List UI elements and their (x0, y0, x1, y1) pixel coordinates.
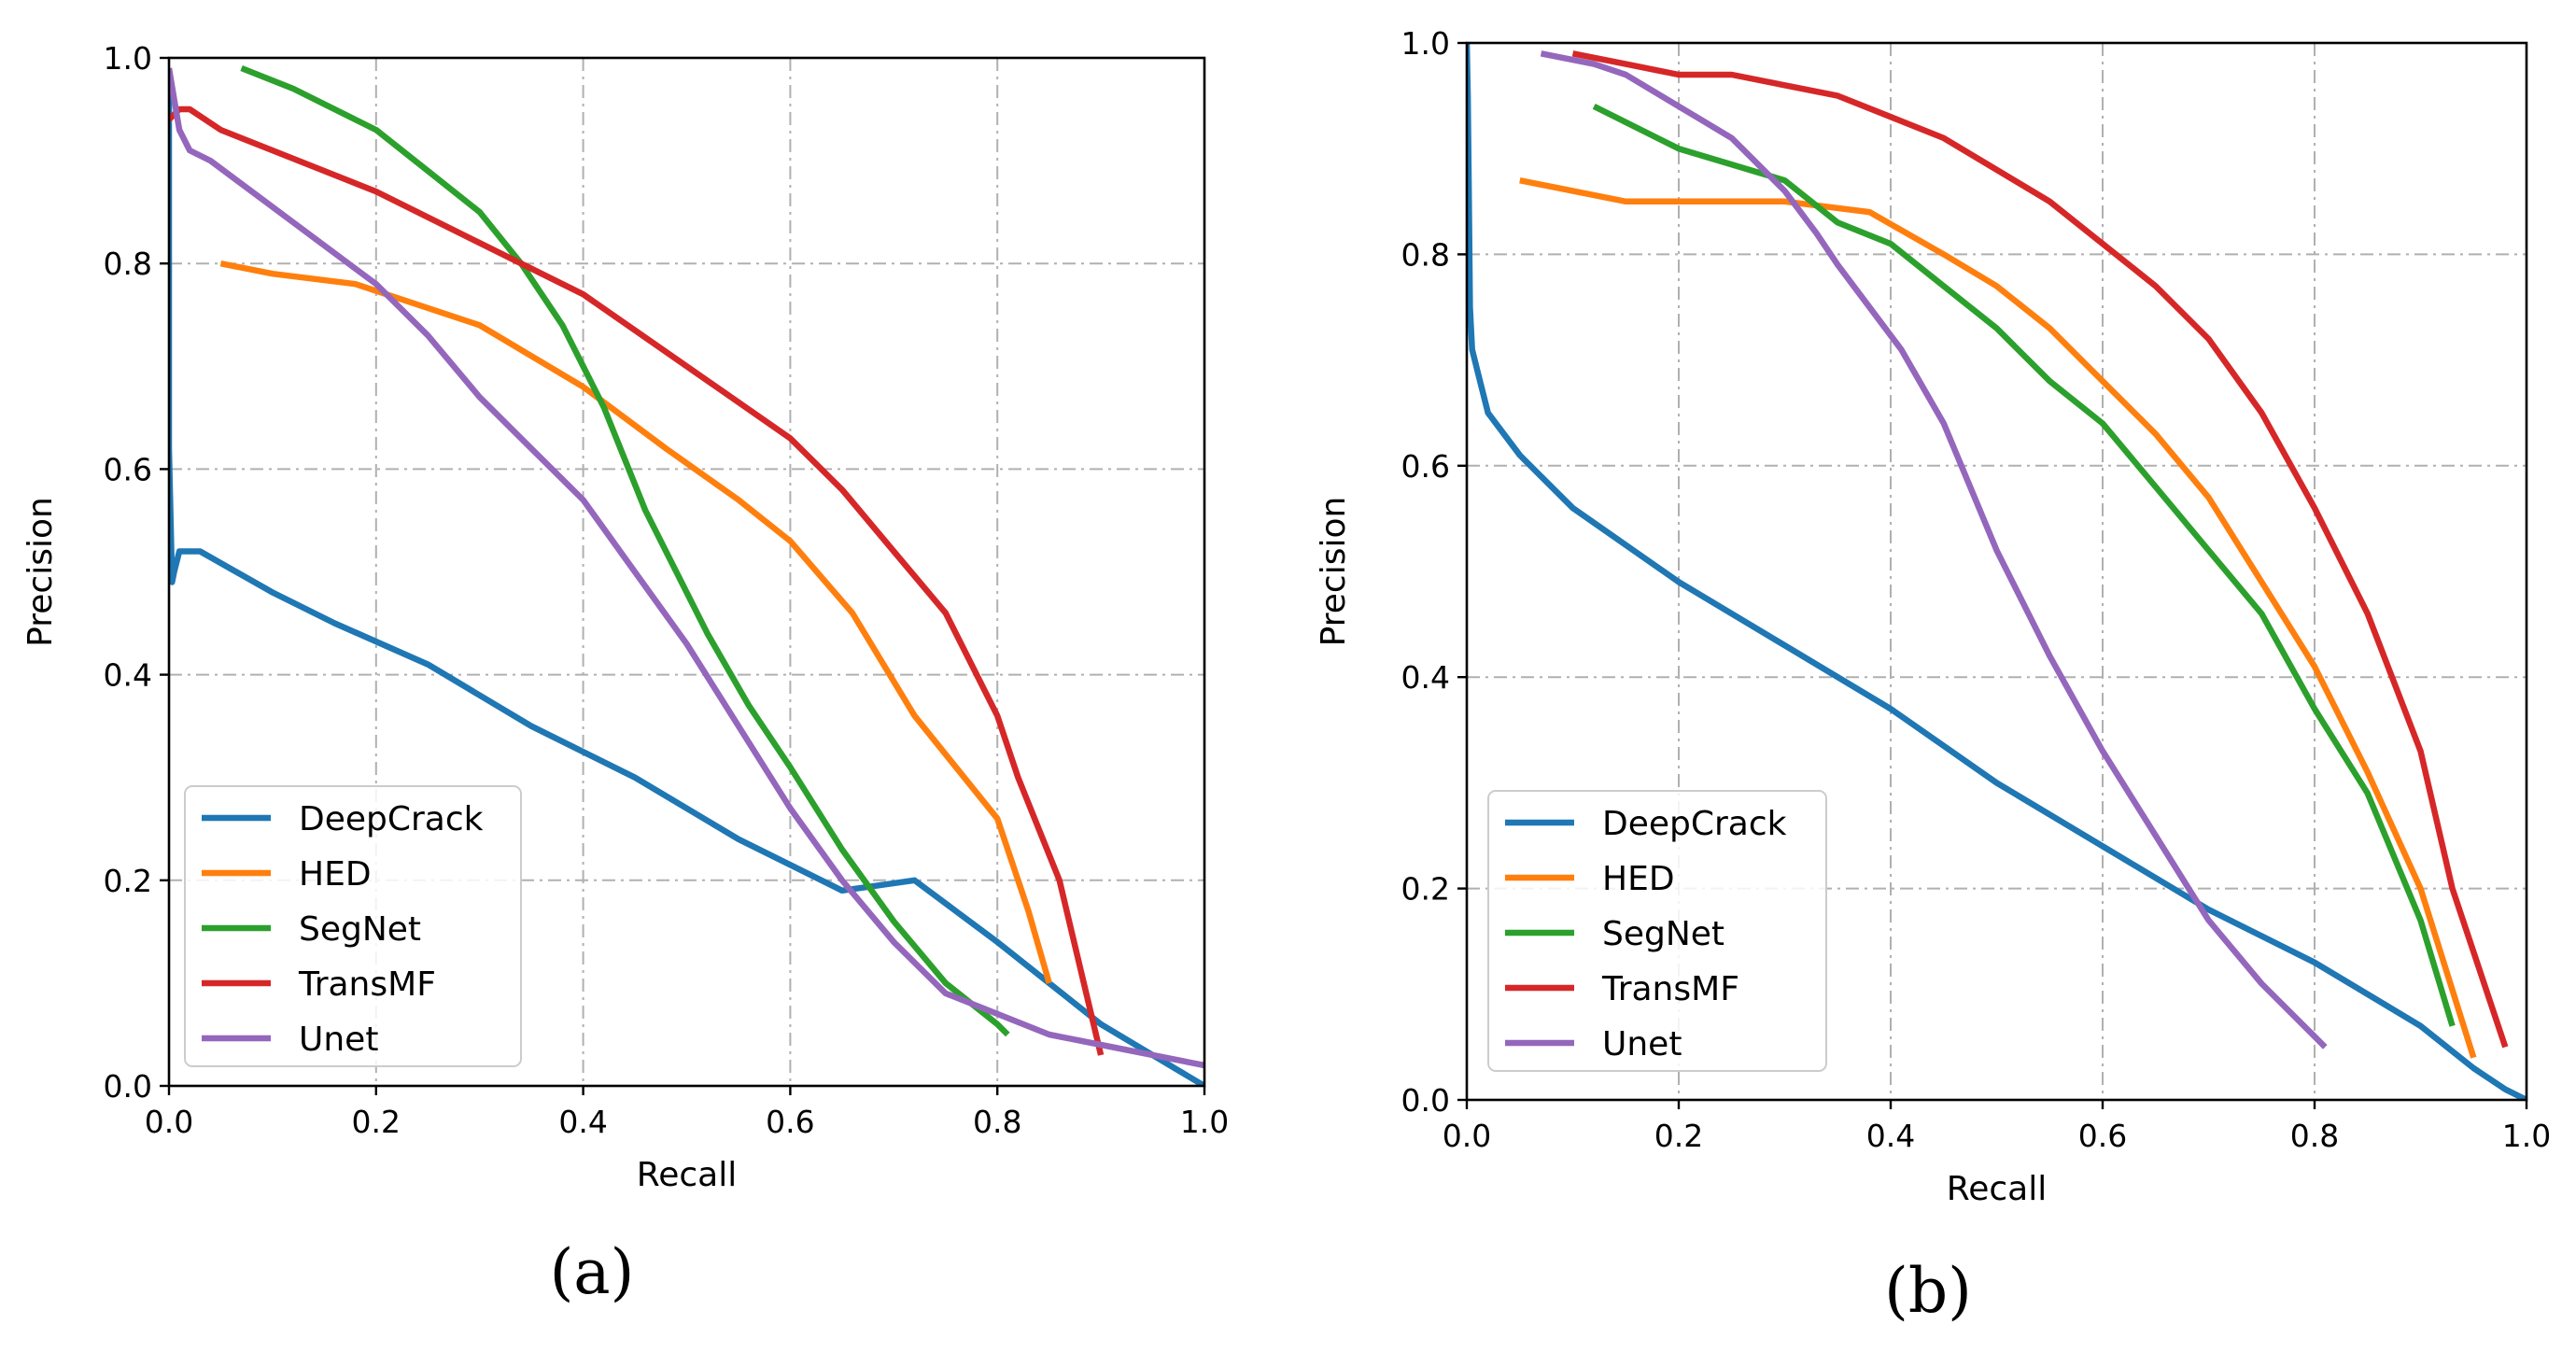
plot-frame (167, 56, 1206, 1088)
legend-label-deepcrack: DeepCrack (1602, 805, 1787, 843)
chart-panel-a: 0.0 0.2 0.4 0.6 0.8 1.0 0.0 0.2 0.4 0.6 0.8 1.0 Reca… (21, 40, 1229, 1308)
y-tick-label: 0.6 (1401, 448, 1450, 485)
plot-frame (1465, 41, 2528, 1102)
y-tick-label: 0.0 (104, 1068, 152, 1105)
panel-label: (b) (1884, 1255, 1972, 1327)
series-line-transmf (169, 106, 1105, 1056)
x-tick-label: 1.0 (1180, 1104, 1229, 1140)
series-line-segnet (1592, 103, 2456, 1027)
x-tick-label: 0.8 (973, 1104, 1021, 1140)
y-axis-title: Precision (21, 497, 60, 647)
legend-label-unet: Unet (299, 1021, 378, 1059)
series-group (169, 64, 1204, 1086)
y-axis-title: Precision (1315, 497, 1353, 647)
legend-label-transmf: TransMF (1601, 970, 1739, 1008)
y-tick-label: 0.4 (1401, 659, 1450, 696)
x-axis-title: Recall (637, 1156, 737, 1194)
series-line-segnet (240, 64, 1010, 1037)
panel-label: (a) (550, 1236, 635, 1308)
y-tick-label: 0.2 (1401, 871, 1450, 908)
legend-label-hed: HED (1602, 860, 1675, 898)
chart-panel-b: 0.0 0.2 0.4 0.6 0.8 1.0 0.0 0.2 0.4 0.6 0.8 1.0 Reca… (1315, 25, 2551, 1327)
ticks: 0.0 0.2 0.4 0.6 0.8 1.0 0.0 0.2 0.4 0.6 0.8 1.0 (104, 40, 1230, 1140)
x-tick-label: 0.0 (1443, 1118, 1491, 1154)
legend-label-segnet: SegNet (299, 910, 421, 949)
legend-label-hed: HED (299, 855, 372, 894)
gridlines (169, 58, 1204, 1086)
x-tick-label: 0.2 (1654, 1118, 1703, 1154)
y-tick-label: 0.4 (104, 657, 152, 694)
y-tick-label: 0.8 (1401, 236, 1450, 273)
series-line-hed (1519, 177, 2477, 1059)
x-tick-label: 1.0 (2502, 1118, 2551, 1154)
y-tick-label: 0.6 (104, 451, 152, 487)
legend-box (184, 785, 522, 1067)
series-line-deepcrack (1467, 43, 2527, 1100)
series-group (1467, 43, 2527, 1100)
x-tick-label: 0.6 (766, 1104, 814, 1140)
y-tick-label: 1.0 (104, 40, 152, 77)
x-tick-label: 0.8 (2290, 1118, 2339, 1154)
x-tick-label: 0.4 (1866, 1118, 1915, 1154)
x-tick-label: 0.4 (558, 1104, 607, 1140)
y-tick-label: 1.0 (1401, 25, 1450, 62)
x-tick-label: 0.6 (2078, 1118, 2127, 1154)
legend-label-segnet: SegNet (1602, 915, 1724, 953)
legend-label-unet: Unet (1602, 1025, 1682, 1063)
x-tick-label: 0.2 (352, 1104, 401, 1140)
series-line-deepcrack (169, 68, 1204, 1086)
legend: DeepCrack HED SegNet TransMF Unet (1487, 790, 1827, 1072)
legend-box (1487, 790, 1827, 1072)
series-line-unet (169, 67, 1204, 1069)
series-line-hed (219, 261, 1052, 984)
y-tick-label: 0.8 (104, 246, 152, 282)
legend-label-transmf: TransMF (298, 965, 436, 1004)
legend-label-deepcrack: DeepCrack (299, 800, 484, 838)
y-tick-label: 0.2 (104, 863, 152, 899)
legend: DeepCrack HED SegNet TransMF Unet (184, 785, 522, 1067)
x-tick-label: 0.0 (145, 1104, 193, 1140)
x-axis-title: Recall (1947, 1170, 2047, 1208)
ticks: 0.0 0.2 0.4 0.6 0.8 1.0 0.0 0.2 0.4 0.6 0.8 1.0 (1401, 25, 2552, 1154)
y-tick-label: 0.0 (1401, 1082, 1450, 1119)
series-line-unet (1540, 50, 2328, 1049)
series-line-transmf (1571, 50, 2509, 1049)
